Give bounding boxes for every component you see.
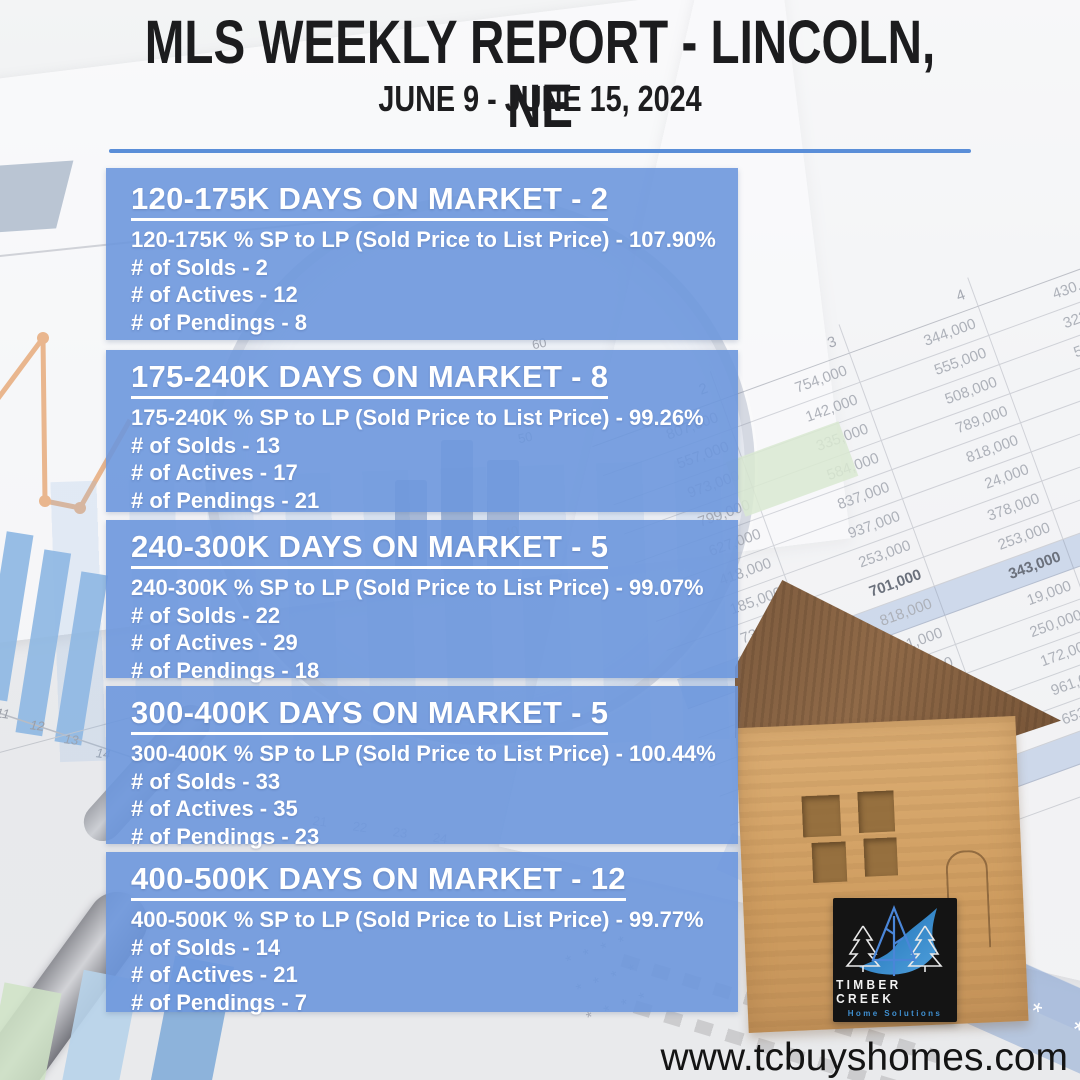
solds-line: # of Solds - 2 <box>131 254 268 280</box>
sp-to-lp-line: 300-400K % SP to LP (Sold Price to List … <box>131 741 716 766</box>
price-bracket-240-300k: 240-300K DAYS ON MARKET - 5 240-300K % S… <box>106 520 738 683</box>
bracket-heading: 120-175K DAYS ON MARKET - 2 <box>131 181 609 221</box>
actives-line: # of Actives - 29 <box>131 630 298 655</box>
bracket-heading: 175-240K DAYS ON MARKET - 8 <box>131 359 609 399</box>
solds-line: # of Solds - 22 <box>131 602 281 628</box>
pendings-line: # of Pendings - 21 <box>131 487 320 513</box>
axis-label: 12 <box>29 717 46 734</box>
pendings-line: # of Pendings - 23 <box>131 823 320 849</box>
bracket-heading: 300-400K DAYS ON MARKET - 5 <box>131 695 609 735</box>
solds-line: # of Solds - 33 <box>131 768 281 794</box>
house-window <box>857 790 896 833</box>
house-window <box>863 837 899 877</box>
sp-to-lp-line: 400-500K % SP to LP (Sold Price to List … <box>131 907 704 932</box>
pendings-line: # of Pendings - 18 <box>131 657 320 683</box>
sp-to-lp-line: 175-240K % SP to LP (Sold Price to List … <box>131 405 704 430</box>
price-bracket-120-175k: 120-175K DAYS ON MARKET - 2 120-175K % S… <box>106 168 738 340</box>
bracket-heading: 400-500K DAYS ON MARKET - 12 <box>131 861 626 901</box>
actives-line: # of Actives - 35 <box>131 796 298 821</box>
header-divider <box>109 149 971 153</box>
price-bracket-300-400k: 300-400K DAYS ON MARKET - 5 300-400K % S… <box>106 686 738 849</box>
actives-line: # of Actives - 12 <box>131 282 298 307</box>
pendings-line: # of Pendings - 8 <box>131 309 308 335</box>
solds-line: # of Solds - 14 <box>131 934 281 960</box>
house-window <box>811 841 848 884</box>
logo-name: TIMBER CREEK <box>836 978 902 1006</box>
actives-line: # of Actives - 17 <box>131 460 298 485</box>
timber-creek-logo: TIMBER CREEK Home Solutions <box>833 898 957 1022</box>
price-bracket-400-500k: 400-500K DAYS ON MARKET - 12 400-500K % … <box>106 852 738 1015</box>
price-bracket-175-240k: 175-240K DAYS ON MARKET - 8 175-240K % S… <box>106 350 738 513</box>
bracket-heading: 240-300K DAYS ON MARKET - 5 <box>131 529 609 569</box>
sp-to-lp-line: 240-300K % SP to LP (Sold Price to List … <box>131 575 704 600</box>
pendings-line: # of Pendings - 7 <box>131 989 308 1015</box>
pine-tree-icon <box>845 925 943 972</box>
pine-tree-blue-icon <box>871 905 917 976</box>
page-title: MLS WEEKLY REPORT - LINCOLN, NE <box>144 8 936 141</box>
logo-art <box>845 905 943 976</box>
orange-line-chart <box>0 332 133 514</box>
website-link[interactable]: www.tcbuyshomes.com <box>660 1036 1068 1079</box>
axis-label: 11 <box>0 705 11 722</box>
actives-line: # of Actives - 21 <box>131 962 298 987</box>
house-window <box>801 794 842 838</box>
logo-tagline: Home Solutions <box>847 1009 943 1018</box>
solds-line: # of Solds - 13 <box>131 432 281 458</box>
report-date-range: JUNE 9 - JUNE 15, 2024 <box>378 78 702 119</box>
river-icon <box>859 908 937 975</box>
sp-to-lp-line: 120-175K % SP to LP (Sold Price to List … <box>131 227 716 252</box>
